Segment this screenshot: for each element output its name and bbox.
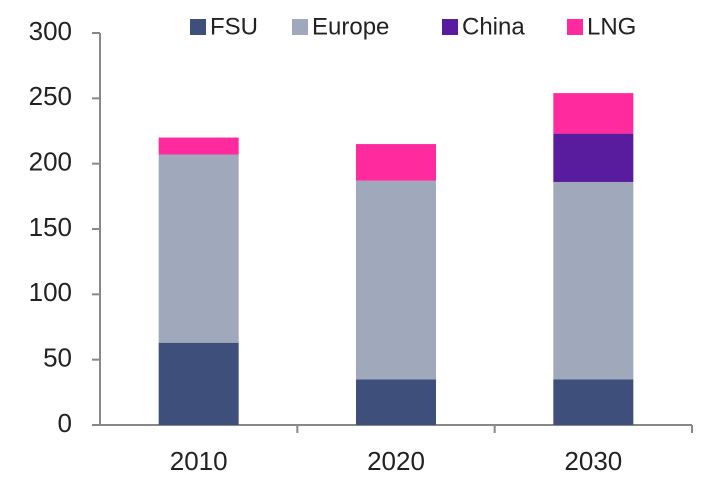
bar-segment [356,144,436,181]
y-tick-label: 50 [43,343,72,373]
bar-segment [553,181,634,380]
legend-swatch [190,19,206,35]
bar-segment [158,154,239,343]
x-tick-label: 2010 [170,446,228,476]
x-tick-label: 2020 [367,446,425,476]
legend-label: China [462,13,525,40]
bar-segment [553,93,634,134]
bar-segment [158,342,239,425]
y-tick-label: 100 [29,277,72,307]
bar-segment [356,379,436,425]
legend-swatch [292,19,308,35]
legend-label: LNG [587,13,636,40]
y-tick-label: 0 [58,408,72,438]
legend-swatch [567,19,583,35]
y-tick-label: 250 [29,81,72,111]
x-tick-label: 2030 [564,446,622,476]
y-tick-label: 300 [29,16,72,46]
legend-swatch [442,19,458,35]
bar-segment [553,133,634,182]
y-tick-label: 150 [29,212,72,242]
legend-label: Europe [312,13,389,40]
bar-segment [356,180,436,380]
bar-segment [158,137,239,155]
bar-segment [553,379,634,425]
y-tick-label: 200 [29,147,72,177]
legend-label: FSU [210,13,258,40]
